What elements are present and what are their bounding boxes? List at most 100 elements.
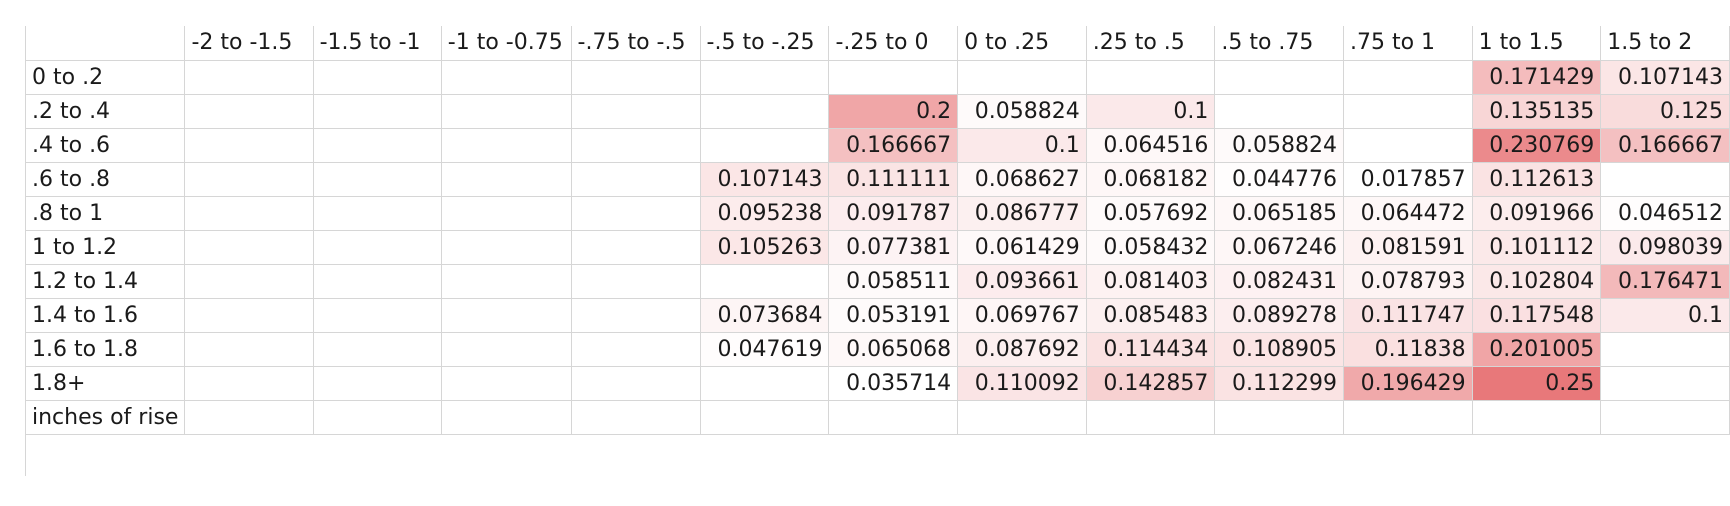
data-cell[interactable]: 0.085483 <box>1086 298 1216 333</box>
data-cell[interactable]: 0.087692 <box>957 332 1087 367</box>
data-cell[interactable] <box>571 162 701 197</box>
column-header[interactable]: -1 to -0.75 <box>441 26 572 61</box>
data-cell[interactable] <box>1600 366 1730 401</box>
column-header[interactable]: 1.5 to 2 <box>1600 26 1730 61</box>
data-cell[interactable] <box>1214 400 1344 435</box>
column-header[interactable]: 1 to 1.5 <box>1472 26 1602 61</box>
data-cell[interactable] <box>1343 400 1473 435</box>
data-cell[interactable] <box>700 264 830 299</box>
data-cell[interactable] <box>1214 60 1344 95</box>
data-cell[interactable] <box>957 400 1087 435</box>
data-cell[interactable]: 0.086777 <box>957 196 1087 231</box>
data-cell[interactable]: 0.053191 <box>828 298 959 333</box>
data-cell[interactable]: 0.082431 <box>1214 264 1344 299</box>
data-cell[interactable] <box>313 162 442 197</box>
data-cell[interactable] <box>313 298 442 333</box>
data-cell[interactable]: 0.11838 <box>1343 332 1473 367</box>
data-cell[interactable] <box>1343 128 1473 163</box>
data-cell[interactable]: 0.061429 <box>957 230 1087 265</box>
data-cell[interactable] <box>313 264 442 299</box>
data-cell[interactable]: 0.058824 <box>957 94 1087 129</box>
data-cell[interactable]: 0.098039 <box>1600 230 1730 265</box>
data-cell[interactable]: 0.058511 <box>828 264 959 299</box>
data-cell[interactable] <box>441 128 572 163</box>
corner-cell[interactable] <box>26 26 186 61</box>
data-cell[interactable] <box>441 162 572 197</box>
data-cell[interactable] <box>1343 60 1473 95</box>
data-cell[interactable] <box>313 94 442 129</box>
data-cell[interactable] <box>571 298 701 333</box>
data-cell[interactable]: 0.1 <box>1600 298 1730 333</box>
data-cell[interactable]: 0.081591 <box>1343 230 1473 265</box>
data-cell[interactable] <box>313 230 442 265</box>
data-cell[interactable]: 0.046512 <box>1600 196 1730 231</box>
data-cell[interactable]: 0.105263 <box>700 230 830 265</box>
data-cell[interactable]: 0.110092 <box>957 366 1087 401</box>
row-label[interactable]: .4 to .6 <box>26 128 186 163</box>
column-header[interactable]: -.75 to -.5 <box>571 26 701 61</box>
column-header[interactable]: -.5 to -.25 <box>700 26 830 61</box>
data-cell[interactable] <box>441 60 572 95</box>
data-cell[interactable] <box>571 264 701 299</box>
data-cell[interactable] <box>1600 332 1730 367</box>
data-cell[interactable]: 0.064516 <box>1086 128 1216 163</box>
data-cell[interactable]: 0.101112 <box>1472 230 1602 265</box>
data-cell[interactable] <box>313 400 442 435</box>
data-cell[interactable]: 0.135135 <box>1472 94 1602 129</box>
data-cell[interactable]: 0.091966 <box>1472 196 1602 231</box>
column-header[interactable]: .75 to 1 <box>1343 26 1473 61</box>
data-cell[interactable]: 0.230769 <box>1472 128 1602 163</box>
data-cell[interactable] <box>184 298 314 333</box>
data-cell[interactable]: 0.067246 <box>1214 230 1344 265</box>
data-cell[interactable] <box>441 264 572 299</box>
data-cell[interactable]: 0.176471 <box>1600 264 1730 299</box>
data-cell[interactable]: 0.196429 <box>1343 366 1473 401</box>
data-cell[interactable] <box>184 128 314 163</box>
data-cell[interactable] <box>1472 400 1602 435</box>
data-cell[interactable] <box>313 332 442 367</box>
data-cell[interactable] <box>1343 94 1473 129</box>
data-cell[interactable] <box>184 366 314 401</box>
data-cell[interactable] <box>828 60 959 95</box>
data-cell[interactable] <box>1214 94 1344 129</box>
row-label[interactable]: .6 to .8 <box>26 162 186 197</box>
data-cell[interactable] <box>184 60 314 95</box>
data-cell[interactable] <box>1086 400 1216 435</box>
data-cell[interactable] <box>184 400 314 435</box>
data-cell[interactable] <box>700 400 830 435</box>
data-cell[interactable]: 0.017857 <box>1343 162 1473 197</box>
data-cell[interactable]: 0.044776 <box>1214 162 1344 197</box>
data-cell[interactable]: 0.077381 <box>828 230 959 265</box>
data-cell[interactable] <box>571 366 701 401</box>
data-cell[interactable] <box>441 298 572 333</box>
data-cell[interactable] <box>700 366 830 401</box>
data-cell[interactable]: 0.114434 <box>1086 332 1216 367</box>
data-cell[interactable]: 0.078793 <box>1343 264 1473 299</box>
column-header[interactable]: .25 to .5 <box>1086 26 1216 61</box>
data-cell[interactable] <box>441 94 572 129</box>
data-cell[interactable] <box>1086 60 1216 95</box>
data-cell[interactable]: 0.095238 <box>700 196 830 231</box>
data-cell[interactable] <box>700 94 830 129</box>
data-cell[interactable] <box>571 400 701 435</box>
data-cell[interactable] <box>571 230 701 265</box>
row-label[interactable]: 1.6 to 1.8 <box>26 332 186 367</box>
data-cell[interactable]: 0.166667 <box>828 128 959 163</box>
data-cell[interactable]: 0.089278 <box>1214 298 1344 333</box>
data-cell[interactable] <box>1600 400 1730 435</box>
row-label[interactable]: 1.2 to 1.4 <box>26 264 186 299</box>
data-cell[interactable] <box>184 94 314 129</box>
data-cell[interactable] <box>571 128 701 163</box>
data-cell[interactable] <box>441 400 572 435</box>
data-cell[interactable]: 0.25 <box>1472 366 1602 401</box>
data-cell[interactable]: 0.112299 <box>1214 366 1344 401</box>
data-cell[interactable]: 0.125 <box>1600 94 1730 129</box>
data-cell[interactable]: 0.068627 <box>957 162 1087 197</box>
data-cell[interactable]: 0.091787 <box>828 196 959 231</box>
column-header[interactable]: .5 to .75 <box>1214 26 1344 61</box>
data-cell[interactable] <box>441 196 572 231</box>
data-cell[interactable] <box>184 230 314 265</box>
data-cell[interactable] <box>571 60 701 95</box>
data-cell[interactable]: 0.1 <box>957 128 1087 163</box>
data-cell[interactable]: 0.108905 <box>1214 332 1344 367</box>
